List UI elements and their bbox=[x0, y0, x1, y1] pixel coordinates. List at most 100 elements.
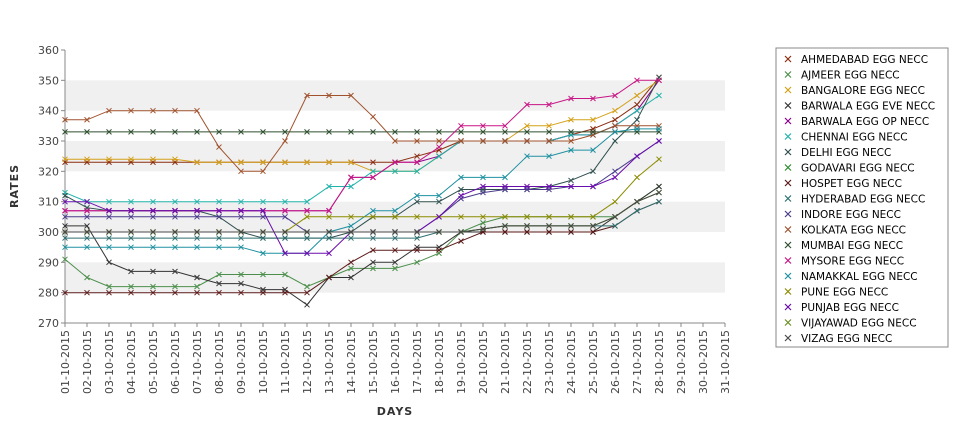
data-point bbox=[84, 198, 90, 205]
x-tick-label: 25-10-2015 bbox=[587, 330, 600, 394]
data-point bbox=[612, 107, 618, 114]
data-point bbox=[172, 156, 178, 163]
data-point bbox=[304, 301, 310, 308]
data-point bbox=[348, 274, 354, 281]
data-point bbox=[84, 213, 90, 220]
data-point bbox=[568, 213, 574, 220]
data-point bbox=[216, 271, 222, 278]
y-tick-label: 320 bbox=[38, 165, 59, 178]
legend-marker bbox=[784, 210, 792, 218]
data-point bbox=[326, 235, 332, 241]
data-point bbox=[128, 207, 134, 214]
x-tick-label: 05-10-2015 bbox=[147, 330, 160, 394]
data-point bbox=[84, 207, 90, 214]
data-point bbox=[194, 198, 200, 205]
data-point bbox=[348, 229, 354, 235]
data-point bbox=[326, 274, 332, 281]
x-tick-label: 30-10-2015 bbox=[697, 330, 710, 394]
data-point bbox=[436, 153, 442, 160]
data-point bbox=[524, 229, 530, 235]
data-point bbox=[590, 95, 596, 102]
data-point bbox=[370, 247, 376, 254]
data-point bbox=[304, 283, 310, 290]
x-tick-label: 31-10-2015 bbox=[719, 330, 732, 394]
legend-label: NAMAKKAL EGG NECC bbox=[801, 271, 918, 283]
data-point bbox=[370, 207, 376, 214]
legend-label: AHMEDABAD EGG NECC bbox=[801, 54, 928, 66]
data-point bbox=[260, 289, 266, 296]
data-point bbox=[546, 229, 552, 235]
data-point bbox=[304, 129, 310, 135]
data-point bbox=[128, 235, 134, 241]
legend-label: MYSORE EGG NECC bbox=[801, 256, 904, 268]
data-point bbox=[172, 268, 178, 275]
data-point bbox=[414, 247, 420, 254]
data-point bbox=[282, 235, 288, 241]
data-point bbox=[458, 138, 464, 144]
data-point bbox=[612, 129, 618, 135]
x-axis-ticks: 01-10-2015 02-10-2015 03-10-2015 04-10-2015… bbox=[59, 323, 732, 394]
x-axis-title: DAYS bbox=[377, 405, 413, 418]
data-point bbox=[62, 223, 68, 229]
data-point bbox=[524, 153, 530, 160]
data-point bbox=[128, 129, 134, 135]
data-point bbox=[370, 235, 376, 241]
x-tick-label: 12-10-2015 bbox=[301, 330, 314, 394]
data-point bbox=[502, 122, 508, 129]
data-point bbox=[150, 289, 156, 296]
data-point bbox=[216, 289, 222, 296]
data-point bbox=[392, 247, 398, 254]
data-point bbox=[84, 289, 90, 296]
data-point bbox=[106, 107, 112, 114]
data-point bbox=[590, 168, 596, 175]
data-point bbox=[348, 183, 354, 190]
data-point bbox=[282, 198, 288, 205]
series-line bbox=[65, 128, 659, 254]
legend-label: DELHI EGG NECC bbox=[801, 147, 891, 159]
legend-frame bbox=[775, 47, 949, 348]
data-point bbox=[524, 129, 530, 135]
data-point bbox=[62, 207, 68, 214]
data-point bbox=[348, 174, 354, 181]
data-point bbox=[634, 198, 640, 205]
data-point bbox=[414, 229, 420, 235]
data-point bbox=[194, 274, 200, 281]
data-point bbox=[458, 129, 464, 135]
data-point bbox=[150, 268, 156, 275]
data-point bbox=[568, 223, 574, 229]
data-point bbox=[392, 138, 398, 144]
legend-marker bbox=[784, 288, 792, 295]
data-point bbox=[480, 226, 486, 232]
data-point bbox=[216, 244, 222, 251]
data-point bbox=[370, 168, 376, 175]
data-point bbox=[238, 198, 244, 205]
data-point bbox=[546, 129, 552, 135]
data-point bbox=[502, 223, 508, 229]
data-point bbox=[128, 244, 134, 251]
data-point bbox=[194, 244, 200, 251]
data-point bbox=[62, 192, 68, 199]
grid-band bbox=[65, 141, 725, 172]
data-point bbox=[436, 129, 442, 135]
data-point bbox=[172, 283, 178, 290]
data-point bbox=[238, 280, 244, 287]
data-point bbox=[480, 129, 486, 135]
data-point bbox=[62, 116, 68, 123]
data-point bbox=[436, 138, 442, 144]
legend-label: VIJAYAWAD EGG NECC bbox=[801, 318, 917, 330]
y-axis-ticks: 270 280 290 300 310 320 330 340 350 360 bbox=[38, 44, 65, 330]
data-point bbox=[546, 183, 552, 190]
data-point bbox=[194, 229, 200, 235]
series-line bbox=[65, 95, 659, 172]
data-point bbox=[370, 213, 376, 220]
legend-label: BARWALA EGG EVE NECC bbox=[801, 101, 935, 113]
data-point bbox=[656, 183, 662, 190]
x-tick-label: 01-10-2015 bbox=[59, 330, 72, 394]
data-point bbox=[304, 207, 310, 214]
data-point bbox=[106, 283, 112, 290]
data-point bbox=[392, 229, 398, 235]
data-point bbox=[656, 77, 662, 84]
data-point bbox=[370, 229, 376, 235]
data-point bbox=[656, 198, 662, 205]
